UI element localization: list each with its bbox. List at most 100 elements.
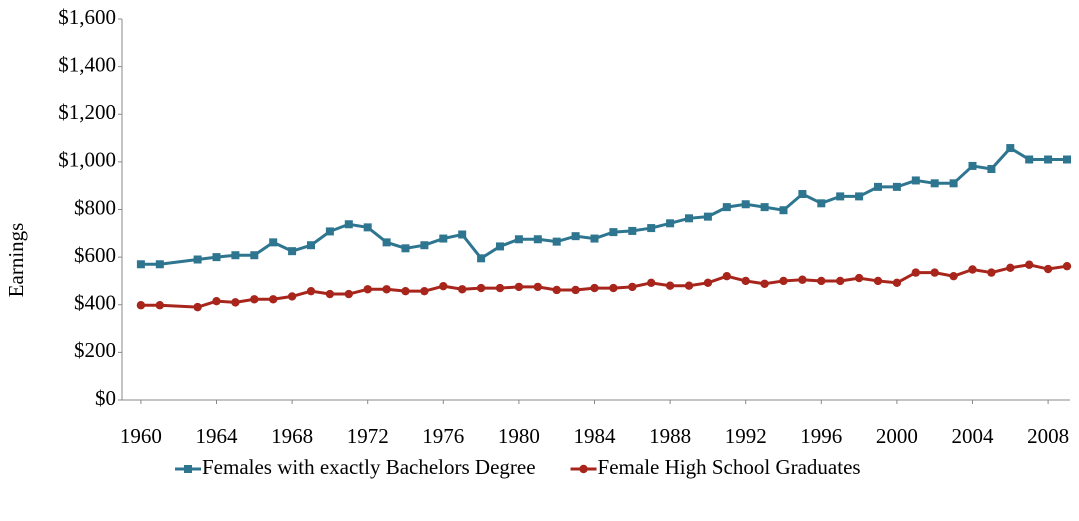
data-point xyxy=(439,281,448,291)
data-point xyxy=(949,271,958,281)
y-tick-label: $1,400 xyxy=(58,52,116,76)
data-point xyxy=(552,285,561,295)
data-point xyxy=(911,176,920,185)
y-tick-label: $600 xyxy=(74,243,116,267)
data-point xyxy=(722,203,731,212)
data-point xyxy=(741,200,750,209)
y-axis-label: Earnings xyxy=(4,223,28,298)
data-point xyxy=(968,161,977,170)
data-point xyxy=(344,289,353,299)
data-point xyxy=(854,273,864,283)
data-point xyxy=(703,212,712,221)
data-point xyxy=(136,260,145,269)
x-tick-label: 1992 xyxy=(725,424,767,448)
x-tick-label: 1984 xyxy=(574,424,617,448)
data-point xyxy=(212,296,221,306)
data-point xyxy=(873,276,883,286)
legend-label: Female High School Graduates xyxy=(598,455,861,479)
data-point xyxy=(514,282,524,292)
data-point xyxy=(231,251,240,260)
data-point xyxy=(306,286,316,296)
y-tick-label: $1,200 xyxy=(58,100,116,124)
data-point xyxy=(476,283,486,293)
data-point xyxy=(533,235,542,244)
data-point xyxy=(401,286,410,296)
data-point xyxy=(401,244,410,253)
data-point xyxy=(987,165,996,174)
legend-label: Females with exactly Bachelors Degree xyxy=(202,455,536,479)
data-point xyxy=(685,214,693,223)
data-point xyxy=(930,268,939,277)
data-point xyxy=(817,199,826,208)
data-point xyxy=(836,192,845,201)
data-point xyxy=(703,278,713,288)
data-point xyxy=(836,276,845,286)
data-point xyxy=(344,220,353,229)
data-point xyxy=(911,268,920,277)
data-point xyxy=(722,271,731,281)
data-point xyxy=(458,285,467,294)
data-point xyxy=(439,234,448,243)
data-point xyxy=(269,295,278,304)
data-point xyxy=(420,241,429,250)
data-point xyxy=(1025,260,1034,269)
data-point xyxy=(382,238,391,247)
x-tick-label: 1960 xyxy=(120,424,162,448)
data-point xyxy=(798,190,807,199)
data-point xyxy=(212,253,221,262)
x-tick-label: 1964 xyxy=(196,424,239,448)
series-line xyxy=(140,263,1068,309)
data-point xyxy=(420,286,429,296)
x-tick-label: 1980 xyxy=(498,424,540,448)
legend-marker xyxy=(184,465,192,473)
x-tick-label: 2000 xyxy=(876,424,918,448)
data-point xyxy=(363,223,372,232)
data-point xyxy=(874,182,882,191)
data-point xyxy=(552,237,561,246)
data-point xyxy=(1006,263,1015,273)
data-point xyxy=(1062,261,1072,271)
data-point xyxy=(155,301,164,310)
data-point xyxy=(892,182,901,191)
data-point xyxy=(325,227,334,236)
data-point xyxy=(760,203,769,212)
data-point xyxy=(741,276,750,286)
data-point xyxy=(666,219,675,228)
data-point xyxy=(892,278,902,288)
data-point xyxy=(647,278,656,288)
data-point xyxy=(477,254,486,263)
y-tick-label: $1,000 xyxy=(58,148,116,172)
data-point xyxy=(779,206,788,215)
data-point xyxy=(269,238,278,247)
data-point xyxy=(609,228,618,237)
data-point xyxy=(760,279,769,288)
data-point xyxy=(628,282,637,292)
data-point xyxy=(949,179,958,188)
y-tick-label: $400 xyxy=(74,291,116,315)
data-point xyxy=(590,234,599,243)
data-point xyxy=(1025,155,1034,164)
data-point xyxy=(136,301,146,310)
data-point xyxy=(609,283,618,293)
data-point xyxy=(647,224,656,233)
x-tick-label: 2004 xyxy=(952,424,995,448)
data-point xyxy=(855,192,864,201)
x-tick-label: 1968 xyxy=(271,424,313,448)
y-tick-label: $800 xyxy=(74,195,116,219)
data-point xyxy=(798,275,807,284)
data-point xyxy=(533,282,542,292)
x-tick-label: 2008 xyxy=(1027,424,1069,448)
data-point xyxy=(193,255,202,264)
data-point xyxy=(250,295,259,304)
data-point xyxy=(496,242,504,251)
data-point xyxy=(382,285,391,294)
data-point xyxy=(590,283,599,293)
data-point xyxy=(1063,155,1071,164)
data-point xyxy=(817,276,826,286)
data-point xyxy=(1043,264,1053,274)
data-point xyxy=(288,247,297,256)
x-tick-label: 1976 xyxy=(422,424,464,448)
x-tick-label: 1988 xyxy=(649,424,691,448)
